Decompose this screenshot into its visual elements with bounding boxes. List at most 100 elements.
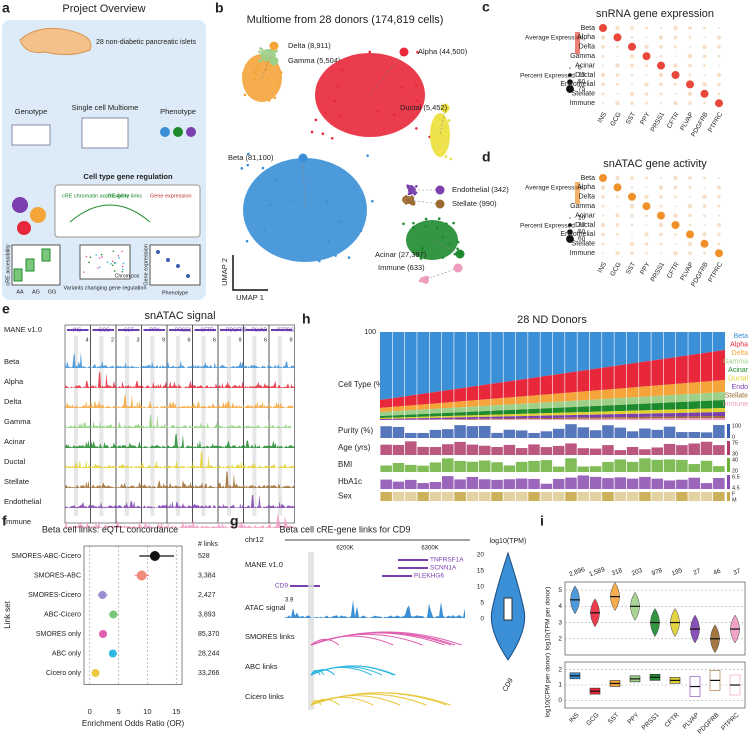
cluster-speck <box>416 50 419 54</box>
cluster-speck <box>259 53 263 57</box>
cluster-speck <box>265 54 269 58</box>
person-icon <box>186 127 196 137</box>
cluster-speck <box>408 200 412 204</box>
column-label: SST <box>625 261 637 275</box>
atac-track <box>141 460 167 468</box>
dot <box>644 242 649 246</box>
atac-track <box>90 371 116 388</box>
dot <box>615 25 620 31</box>
tick-label: 100 <box>732 423 741 429</box>
track-cell <box>454 425 466 438</box>
dot <box>631 83 633 86</box>
cluster-speck <box>333 99 337 103</box>
cluster-speck <box>340 68 344 71</box>
dot <box>615 73 620 77</box>
cluster-speck <box>432 124 435 128</box>
atac-track <box>218 424 244 428</box>
cluster-speck <box>409 187 412 191</box>
dot <box>717 195 721 199</box>
y-tick-label: SMORES-Cicero <box>28 592 81 599</box>
track-cell <box>626 446 639 455</box>
track-cell <box>552 466 565 472</box>
panel-title: 28 ND Donors <box>517 314 587 326</box>
column-label: PTPRC <box>707 261 724 284</box>
panel-title: snATAC signal <box>144 310 215 322</box>
panel-label: h <box>302 311 311 327</box>
x-tick-label: GCG <box>585 712 600 727</box>
track-cell <box>565 477 577 489</box>
scale-label: 9 <box>289 337 292 343</box>
umap-axes <box>232 255 268 291</box>
atac-track <box>269 423 295 428</box>
row-label: Alpha <box>4 377 24 386</box>
gene-label: PLEKHG6 <box>414 573 444 580</box>
row-label: Ductal <box>4 457 26 466</box>
atac-track <box>192 482 218 488</box>
cluster-speck <box>424 276 428 280</box>
track-cell <box>713 478 725 489</box>
track-cell <box>663 443 676 455</box>
legend-label: Stellate <box>725 392 748 399</box>
row-label: Delta <box>4 397 22 406</box>
atac-track <box>65 501 91 508</box>
panel-label: b <box>215 0 224 16</box>
cluster-speck <box>310 130 314 134</box>
dot <box>673 251 678 256</box>
track-cell <box>466 444 479 455</box>
legend-label: Gamma <box>723 358 748 365</box>
size-tick: 50 <box>578 229 586 236</box>
track-cell <box>417 446 429 455</box>
column-label: GCG <box>609 111 622 127</box>
track-cell <box>466 461 479 472</box>
track-cell <box>602 492 614 501</box>
tick-label: 40 <box>732 457 738 463</box>
x-tick-label: SST <box>607 712 621 726</box>
track-cell <box>540 492 553 501</box>
tick-label: 0 <box>480 616 484 623</box>
track-cell <box>429 429 442 438</box>
count-label: 46 <box>712 568 722 577</box>
atac-track <box>90 482 116 488</box>
column-label: PPY <box>639 261 652 276</box>
track-cell <box>540 447 553 455</box>
cluster-speck <box>449 157 452 161</box>
cluster-dot <box>455 249 465 259</box>
dot <box>613 33 622 42</box>
cluster-speck <box>256 65 260 68</box>
track-cell <box>454 479 466 489</box>
y-tick-label: SMORES-ABC-Cicero <box>11 553 81 560</box>
regulation-box <box>54 184 201 238</box>
cluster-speck <box>275 50 279 53</box>
label: Chrom pos <box>115 273 140 279</box>
row-label: Acinar <box>575 62 596 69</box>
label: chr12 <box>245 535 264 544</box>
pancreas-icon <box>19 27 92 56</box>
dot <box>686 80 694 89</box>
dot <box>630 176 634 180</box>
track-cell <box>651 447 663 455</box>
cluster-speck <box>258 50 261 53</box>
track-cell <box>405 479 417 489</box>
dot <box>674 83 677 86</box>
track-cell <box>713 466 725 472</box>
cluster-blob <box>242 54 282 102</box>
cluster-speck <box>243 93 247 97</box>
cluster-speck <box>400 86 404 89</box>
dot <box>602 64 604 67</box>
track-cell <box>626 478 639 489</box>
count-label: 203 <box>631 567 644 577</box>
track-cell <box>700 492 713 501</box>
cluster-speck <box>414 191 418 194</box>
track-cell <box>429 492 442 501</box>
column-label: INS <box>597 261 609 274</box>
cluster-speck <box>402 222 405 226</box>
dot <box>717 45 721 49</box>
count-label: 27 <box>692 568 702 577</box>
cluster-speck <box>336 84 340 88</box>
link-arc <box>310 698 340 706</box>
scale-label: 6 <box>187 337 190 343</box>
dot <box>602 252 604 255</box>
cluster-speck <box>453 252 457 256</box>
atac-track <box>269 480 295 488</box>
dot <box>702 54 707 58</box>
